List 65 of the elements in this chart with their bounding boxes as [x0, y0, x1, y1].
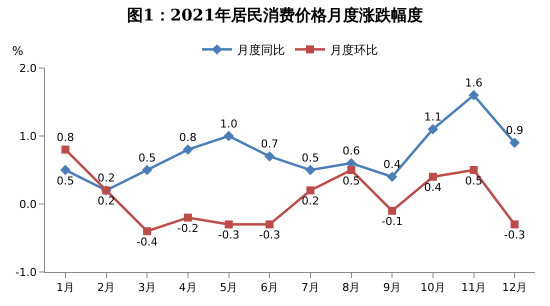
data-label: 0.8 [56, 130, 74, 144]
point [60, 164, 71, 176]
x-tick-label: 1月 [56, 281, 74, 294]
data-label: 0.7 [260, 138, 278, 151]
point [347, 166, 356, 174]
data-label: 0.5 [465, 174, 482, 188]
x-tick-label: 5月 [220, 281, 238, 294]
data-label: -0.2 [177, 222, 199, 235]
x-tick-label: 7月 [301, 281, 320, 294]
data-label: 0.2 [98, 194, 115, 208]
point [264, 151, 275, 162]
data-label: 0.2 [98, 172, 115, 185]
data-label: -0.3 [218, 228, 240, 242]
point [224, 130, 234, 142]
data-label: 0.5 [138, 151, 156, 164]
point [224, 220, 233, 228]
data-label: 1.6 [465, 76, 482, 90]
x-tick-label: 11月 [461, 281, 486, 294]
data-label: 1.1 [424, 110, 442, 124]
x-tick-label: 4月 [178, 281, 197, 294]
chart-title: 图1：2021年居民消费价格月度涨跌幅度 [127, 5, 423, 24]
data-label: 0.5 [56, 174, 74, 188]
point [184, 214, 192, 222]
x-tick-label: 12月 [502, 281, 528, 294]
data-label: 0.2 [302, 194, 320, 208]
point [428, 172, 437, 181]
legend-label: 月度环比 [330, 43, 378, 58]
data-label: 0.4 [383, 158, 401, 172]
data-label: -0.3 [258, 228, 280, 242]
point [61, 146, 70, 154]
y-tick-label: -1.0 [15, 266, 37, 279]
data-label: 0.5 [342, 174, 360, 188]
y-axis-title: % [12, 44, 24, 58]
data-label: -0.3 [504, 228, 526, 242]
x-tick-label: 9月 [383, 281, 402, 294]
data-label: 0.6 [342, 144, 360, 158]
y-tick-label: 2.0 [19, 62, 37, 75]
data-label: 0.8 [179, 130, 197, 144]
data-label: 0.5 [302, 151, 320, 164]
point [509, 138, 520, 148]
y-tick-label: 1.0 [19, 130, 37, 143]
data-label: 1.0 [220, 117, 238, 130]
x-tick-label: 2月 [97, 281, 116, 294]
point [182, 144, 194, 155]
x-tick-label: 8月 [342, 281, 360, 294]
x-tick-label: 3月 [138, 281, 156, 294]
point [142, 164, 152, 176]
x-tick-label: 10月 [420, 281, 446, 294]
x-tick-label: 6月 [260, 281, 279, 294]
point [468, 90, 479, 100]
data-label: 0.4 [424, 181, 442, 194]
point [143, 227, 152, 236]
point [510, 220, 519, 228]
point [428, 124, 438, 134]
point [306, 186, 314, 194]
point [266, 220, 274, 228]
legend-label: 月度同比 [237, 43, 285, 58]
point [388, 206, 396, 215]
data-label: 0.9 [506, 124, 524, 138]
point [386, 172, 398, 182]
point [470, 166, 478, 174]
point [305, 164, 316, 176]
data-label: -0.1 [381, 215, 403, 228]
data-label: -0.4 [136, 235, 158, 248]
y-tick-label: 0.0 [19, 198, 37, 211]
